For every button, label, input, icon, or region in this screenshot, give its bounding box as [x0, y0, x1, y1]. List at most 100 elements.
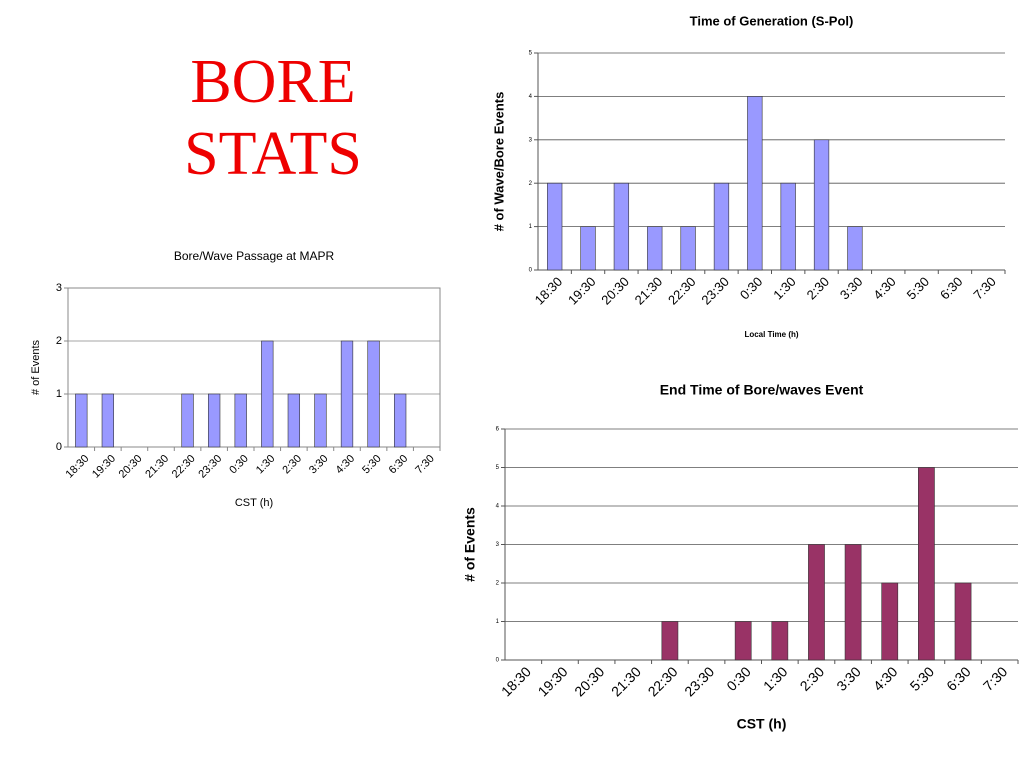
- x-tick-label: 20:30: [117, 453, 145, 481]
- x-tick-label: 4:30: [334, 453, 358, 477]
- x-tick-label: 5:30: [904, 274, 933, 303]
- x-tick-label: 0:30: [723, 663, 754, 694]
- y-tick-label: 2: [496, 581, 500, 587]
- bar: [780, 182, 796, 271]
- bar: [844, 544, 862, 661]
- y-tick-label: 0: [56, 441, 62, 453]
- y-axis-label: # of Events: [30, 339, 42, 395]
- x-tick-label: 6:30: [387, 453, 411, 477]
- y-tick-label: 5: [529, 51, 533, 57]
- bar: [808, 544, 825, 661]
- x-tick-label: 19:30: [535, 663, 571, 699]
- x-tick-label: 4:30: [870, 274, 899, 303]
- x-tick-label: 7:30: [980, 663, 1011, 694]
- x-tick-label: 3:30: [833, 663, 864, 694]
- x-tick-label: 5:30: [907, 663, 938, 694]
- x-tick-label: 23:30: [698, 274, 732, 308]
- x-tick-label: 1:30: [760, 663, 791, 694]
- x-tick-label: 20:30: [598, 274, 632, 308]
- bar: [367, 340, 380, 448]
- y-tick-label: 2: [56, 335, 62, 347]
- x-tick-label: 0:30: [737, 274, 766, 303]
- x-tick-label: 7:30: [970, 274, 999, 303]
- chart-title: End Time of Bore/waves Event: [660, 382, 864, 398]
- bar: [580, 226, 596, 271]
- bar: [747, 96, 763, 271]
- y-tick-label: 4: [529, 94, 533, 100]
- y-tick-label: 1: [529, 224, 533, 230]
- x-tick-label: 3:30: [837, 274, 866, 303]
- bar: [918, 467, 935, 661]
- y-tick-label: 3: [56, 282, 62, 294]
- y-tick-label: 3: [529, 137, 533, 143]
- bar: [101, 393, 115, 448]
- x-tick-label: 22:30: [665, 274, 699, 308]
- y-tick-label: 3: [496, 542, 500, 548]
- bar: [771, 621, 789, 661]
- bar: [613, 182, 630, 271]
- y-tick-label: 2: [529, 181, 533, 187]
- x-tick-label: 3:30: [307, 453, 331, 477]
- x-tick-label: 21:30: [632, 274, 666, 308]
- x-tick-label: 2:30: [280, 453, 304, 477]
- y-tick-label: 6: [496, 427, 500, 433]
- y-tick-label: 0: [529, 268, 533, 274]
- slide-title-line: BORE: [190, 48, 355, 116]
- x-tick-label: 19:30: [565, 274, 599, 308]
- x-tick-label: 7:30: [413, 453, 437, 477]
- x-tick-label: 18:30: [498, 663, 534, 699]
- bar: [75, 393, 88, 448]
- bar: [954, 582, 972, 661]
- bar: [713, 182, 730, 271]
- slide-title-line: STATS: [184, 120, 362, 188]
- x-tick-label: 21:30: [608, 663, 644, 699]
- y-tick-label: 1: [496, 619, 500, 625]
- bar: [813, 139, 830, 271]
- bar: [661, 621, 679, 661]
- x-tick-label: 0:30: [227, 453, 251, 477]
- bar: [881, 582, 899, 661]
- x-tick-label: 18:30: [532, 274, 566, 308]
- x-tick-label: 6:30: [943, 663, 974, 694]
- x-axis-label: Local Time (h): [744, 330, 798, 339]
- x-tick-label: 1:30: [770, 274, 799, 303]
- y-axis-label: # of Wave/Bore Events: [491, 92, 506, 232]
- x-axis-label: CST (h): [737, 716, 787, 732]
- x-tick-label: 20:30: [571, 663, 607, 699]
- x-tick-label: 6:30: [937, 274, 966, 303]
- bar: [647, 226, 663, 271]
- bar: [287, 393, 301, 448]
- x-tick-label: 4:30: [870, 663, 901, 694]
- y-tick-label: 0: [496, 658, 500, 664]
- x-tick-label: 22:30: [645, 663, 681, 699]
- x-tick-label: 22:30: [170, 453, 198, 481]
- y-tick-label: 5: [496, 465, 500, 471]
- x-tick-label: 21:30: [143, 453, 171, 481]
- x-tick-label: 18:30: [64, 453, 92, 481]
- x-tick-label: 2:30: [804, 274, 833, 303]
- x-tick-label: 2:30: [797, 663, 828, 694]
- y-tick-label: 1: [56, 388, 62, 400]
- x-tick-label: 23:30: [681, 663, 717, 699]
- bar: [234, 393, 247, 448]
- bar: [314, 393, 327, 448]
- bar: [207, 393, 221, 448]
- bar: [181, 393, 194, 448]
- bar: [734, 621, 752, 661]
- bar: [393, 393, 407, 448]
- x-axis-label: CST (h): [235, 497, 273, 509]
- bar: [261, 340, 274, 448]
- x-tick-label: 23:30: [196, 453, 224, 481]
- chart-title: Bore/Wave Passage at MAPR: [174, 249, 335, 263]
- x-tick-label: 19:30: [90, 453, 118, 481]
- chart-title: Time of Generation (S-Pol): [690, 13, 854, 28]
- x-tick-label: 5:30: [360, 453, 384, 477]
- x-tick-label: 1:30: [254, 453, 278, 477]
- bar: [340, 340, 354, 448]
- bar: [547, 182, 563, 271]
- y-axis-label: # of Events: [462, 507, 478, 582]
- bar: [680, 226, 696, 271]
- bar: [847, 226, 863, 271]
- y-tick-label: 4: [496, 504, 500, 510]
